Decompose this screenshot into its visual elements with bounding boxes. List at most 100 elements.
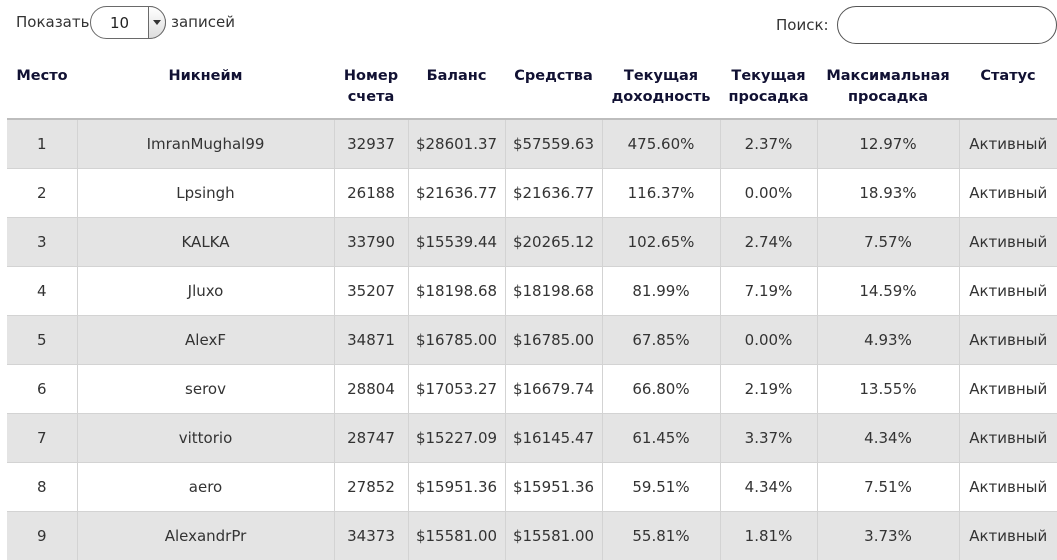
header-status[interactable]: Статус	[959, 60, 1057, 119]
cell-status: Активный	[959, 365, 1057, 414]
cell-nickname: aero	[77, 463, 334, 512]
cell-drawdown: 4.34%	[720, 463, 817, 512]
cell-return: 67.85%	[602, 316, 720, 365]
cell-balance: $15227.09	[408, 414, 505, 463]
cell-balance: $17053.27	[408, 365, 505, 414]
header-rank[interactable]: Место	[7, 60, 77, 119]
chevron-down-icon	[153, 20, 161, 25]
search-input[interactable]	[837, 6, 1057, 44]
header-equity[interactable]: Средства	[505, 60, 602, 119]
cell-equity: $20265.12	[505, 218, 602, 267]
cell-equity: $18198.68	[505, 267, 602, 316]
cell-rank: 5	[7, 316, 77, 365]
cell-status: Активный	[959, 267, 1057, 316]
cell-account: 28804	[334, 365, 408, 414]
cell-rank: 2	[7, 169, 77, 218]
cell-nickname: Jluxo	[77, 267, 334, 316]
table-controls: Показать 10 записей Поиск:	[0, 0, 1057, 50]
cell-account: 26188	[334, 169, 408, 218]
cell-nickname: Lpsingh	[77, 169, 334, 218]
cell-status: Активный	[959, 218, 1057, 267]
cell-max-drawdown: 4.93%	[817, 316, 959, 365]
cell-balance: $16785.00	[408, 316, 505, 365]
page-size-value: 10	[110, 14, 129, 32]
page-size-select[interactable]: 10	[90, 6, 166, 39]
cell-balance: $28601.37	[408, 119, 505, 169]
cell-return: 116.37%	[602, 169, 720, 218]
search-label: Поиск:	[776, 16, 829, 34]
cell-equity: $15581.00	[505, 512, 602, 560]
cell-rank: 9	[7, 512, 77, 560]
cell-return: 61.45%	[602, 414, 720, 463]
cell-account: 27852	[334, 463, 408, 512]
cell-drawdown: 7.19%	[720, 267, 817, 316]
cell-status: Активный	[959, 169, 1057, 218]
cell-return: 81.99%	[602, 267, 720, 316]
cell-nickname: AlexF	[77, 316, 334, 365]
cell-max-drawdown: 14.59%	[817, 267, 959, 316]
cell-balance: $15581.00	[408, 512, 505, 560]
cell-drawdown: 2.37%	[720, 119, 817, 169]
cell-equity: $57559.63	[505, 119, 602, 169]
cell-return: 55.81%	[602, 512, 720, 560]
cell-drawdown: 0.00%	[720, 316, 817, 365]
cell-max-drawdown: 3.73%	[817, 512, 959, 560]
cell-max-drawdown: 12.97%	[817, 119, 959, 169]
cell-balance: $15539.44	[408, 218, 505, 267]
cell-nickname: ImranMughal99	[77, 119, 334, 169]
cell-drawdown: 2.19%	[720, 365, 817, 414]
cell-rank: 8	[7, 463, 77, 512]
cell-account: 34373	[334, 512, 408, 560]
cell-status: Активный	[959, 316, 1057, 365]
cell-max-drawdown: 4.34%	[817, 414, 959, 463]
cell-nickname: serov	[77, 365, 334, 414]
cell-return: 475.60%	[602, 119, 720, 169]
header-balance[interactable]: Баланс	[408, 60, 505, 119]
cell-return: 66.80%	[602, 365, 720, 414]
cell-rank: 3	[7, 218, 77, 267]
cell-balance: $21636.77	[408, 169, 505, 218]
cell-equity: $16145.47	[505, 414, 602, 463]
cell-rank: 1	[7, 119, 77, 169]
cell-status: Активный	[959, 414, 1057, 463]
cell-account: 33790	[334, 218, 408, 267]
cell-equity: $16785.00	[505, 316, 602, 365]
cell-max-drawdown: 7.51%	[817, 463, 959, 512]
cell-max-drawdown: 13.55%	[817, 365, 959, 414]
records-label: записей	[171, 13, 235, 31]
cell-return: 102.65%	[602, 218, 720, 267]
cell-equity: $21636.77	[505, 169, 602, 218]
cell-account: 35207	[334, 267, 408, 316]
cell-drawdown: 0.00%	[720, 169, 817, 218]
cell-status: Активный	[959, 119, 1057, 169]
cell-equity: $16679.74	[505, 365, 602, 414]
cell-rank: 7	[7, 414, 77, 463]
cell-nickname: vittorio	[77, 414, 334, 463]
show-label: Показать	[16, 13, 89, 31]
cell-drawdown: 1.81%	[720, 512, 817, 560]
cell-nickname: AlexandrPr	[77, 512, 334, 560]
cell-equity: $15951.36	[505, 463, 602, 512]
header-nickname[interactable]: Никнейм	[77, 60, 334, 119]
cell-max-drawdown: 18.93%	[817, 169, 959, 218]
cell-account: 34871	[334, 316, 408, 365]
cell-status: Активный	[959, 463, 1057, 512]
dropdown-arrow-button[interactable]	[148, 6, 166, 39]
cell-rank: 4	[7, 267, 77, 316]
cell-balance: $15951.36	[408, 463, 505, 512]
